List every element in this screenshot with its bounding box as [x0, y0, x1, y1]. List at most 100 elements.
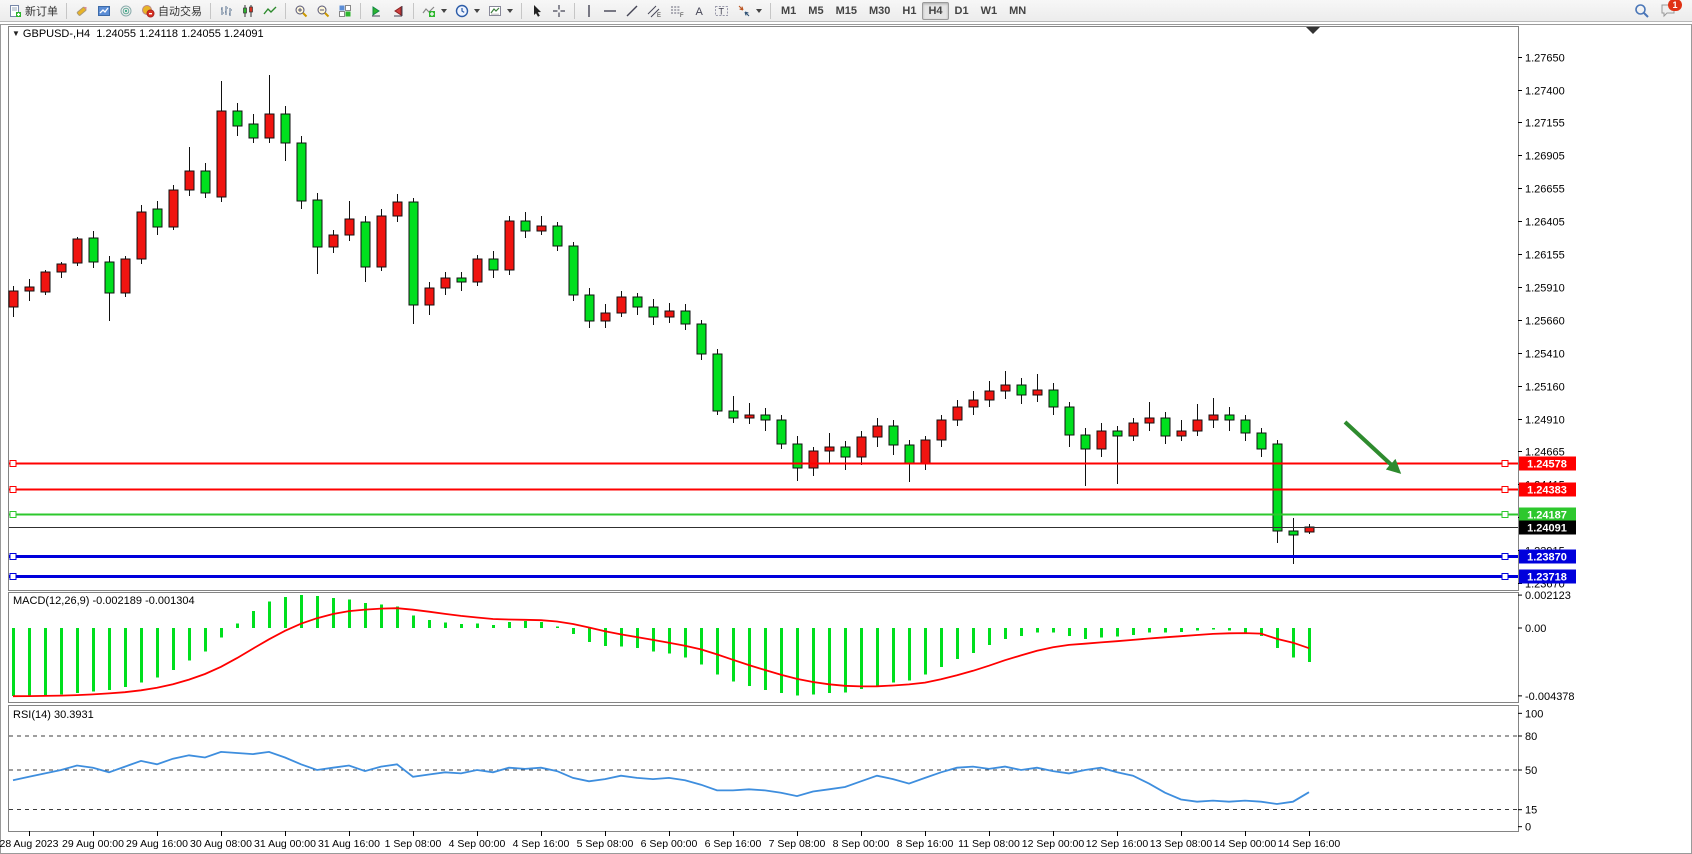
svg-text:1.26405: 1.26405 [1525, 217, 1565, 229]
svg-text:31 Aug 00:00: 31 Aug 00:00 [254, 838, 316, 850]
line-chart-button[interactable] [259, 3, 281, 19]
svg-text:E: E [657, 13, 661, 18]
text-icon: A [696, 6, 704, 18]
channel-icon: E [647, 5, 661, 18]
svg-text:30 Aug 08:00: 30 Aug 08:00 [190, 838, 252, 850]
svg-text:1.27155: 1.27155 [1525, 118, 1565, 130]
toolbar-separator [360, 2, 361, 19]
svg-text:0.002123: 0.002123 [1525, 590, 1571, 602]
svg-text:1 Sep 08:00: 1 Sep 08:00 [385, 838, 442, 850]
indicators-button[interactable] [418, 3, 451, 19]
candlestick-chart-button[interactable] [237, 3, 259, 19]
svg-text:29 Aug 16:00: 29 Aug 16:00 [126, 838, 188, 850]
trendline-icon [626, 5, 638, 16]
svg-text:4 Sep 00:00: 4 Sep 00:00 [449, 838, 506, 850]
auto-trading-button[interactable]: 自动交易 [137, 2, 206, 20]
svg-text:A: A [696, 6, 704, 18]
macd-pane [12, 594, 1522, 698]
arrows-dropdown-caret[interactable] [756, 8, 762, 13]
zoom-out-button[interactable] [312, 3, 334, 19]
trendline-tool-button[interactable] [621, 3, 643, 19]
svg-text:50: 50 [1525, 765, 1537, 777]
timeframe-h4-button[interactable]: H4 [922, 1, 949, 20]
new-order-button[interactable]: 新订单 [4, 2, 62, 20]
timeframe-m1-button[interactable]: M1 [781, 4, 797, 17]
clock-icon [455, 4, 469, 17]
templates-dropdown-caret[interactable] [507, 8, 513, 13]
svg-text:15: 15 [1525, 805, 1537, 817]
auto-scroll-button[interactable] [365, 3, 387, 19]
toolbar-separator [521, 2, 522, 19]
timeframe-h1-button[interactable]: H1 [902, 4, 917, 17]
toolbar-separator [413, 2, 414, 19]
svg-text:1.26655: 1.26655 [1525, 184, 1565, 196]
timeframe-m30-button[interactable]: M30 [868, 4, 891, 17]
chart-shift-marker[interactable] [1306, 27, 1320, 34]
symbol-header-text: GBPUSD-,H4 1.24055 1.24118 1.24055 1.240… [22, 28, 264, 40]
svg-text:8 Sep 00:00: 8 Sep 00:00 [833, 838, 890, 850]
cursor-icon [534, 4, 541, 17]
search-icon[interactable] [1634, 3, 1650, 19]
toolbar-separator [285, 2, 286, 19]
svg-text:1.25410: 1.25410 [1525, 349, 1565, 361]
equidistant-channel-tool-button[interactable]: E [643, 3, 666, 19]
indicators-icon [422, 6, 435, 17]
cursor-tool-button[interactable] [526, 3, 548, 19]
styler-button[interactable] [71, 3, 93, 19]
arrow-annotation[interactable] [1343, 420, 1402, 474]
template-icon [489, 5, 501, 16]
rsi-indicator-label: RSI(14) 30.3931 [13, 709, 94, 721]
svg-text:0.00: 0.00 [1525, 623, 1546, 635]
arrows-icon [738, 5, 750, 16]
horizontal-line-objects[interactable] [9, 456, 1576, 584]
tile-windows-button[interactable] [334, 3, 356, 19]
chart-shift-button[interactable] [387, 3, 409, 19]
auto-scroll-icon [372, 5, 380, 16]
text-label-tool-button[interactable]: T [710, 3, 733, 19]
svg-text:80: 80 [1525, 731, 1537, 743]
svg-text:1.24578: 1.24578 [1527, 459, 1567, 471]
svg-text:1.24665: 1.24665 [1525, 447, 1565, 459]
svg-text:-0.004378: -0.004378 [1525, 691, 1575, 703]
fibonacci-tool-button[interactable]: F [666, 3, 689, 19]
bar-chart-button[interactable] [215, 3, 237, 19]
toolbar-separator [574, 2, 575, 19]
periods-button[interactable] [451, 3, 484, 19]
horizontal-line-tool-button[interactable] [599, 3, 621, 19]
timeframe-mn-button[interactable]: MN [1009, 4, 1027, 17]
arrows-tool-button[interactable] [733, 3, 766, 19]
svg-text:12 Sep 00:00: 12 Sep 00:00 [1022, 838, 1085, 850]
notifications-button[interactable]: 1 [1660, 0, 1682, 19]
timeframe-d1-button[interactable]: D1 [954, 4, 969, 17]
text-tool-button[interactable]: A [689, 3, 710, 19]
candlestick-chart-icon [243, 4, 253, 17]
signal-button[interactable] [115, 3, 137, 19]
crosshair-tool-button[interactable] [548, 3, 570, 19]
notification-badge: 1 [1668, 0, 1682, 11]
chart-shift-icon [394, 5, 403, 16]
macd-indicator-label: MACD(12,26,9) -0.002189 -0.001304 [13, 595, 195, 607]
timeframe-m15-button[interactable]: M15 [835, 4, 857, 17]
auto-trading-label: 自动交易 [158, 5, 202, 18]
market-watch-button[interactable] [93, 3, 115, 19]
vertical-line-tool-button[interactable] [579, 3, 599, 19]
chart-canvas[interactable]: 1.27650 1.27400 1.27155 1.26905 1.26655 1.264… [0, 24, 1692, 854]
templates-button[interactable] [484, 3, 517, 19]
svg-text:5 Sep 08:00: 5 Sep 08:00 [577, 838, 634, 850]
tile-windows-icon [339, 4, 351, 17]
rsi-pane [9, 712, 1522, 828]
svg-text:1.26905: 1.26905 [1525, 151, 1565, 163]
timeframe-w1-button[interactable]: W1 [980, 4, 998, 17]
timeframe-m5-button[interactable]: M5 [808, 4, 824, 17]
symbol-dropdown-icon[interactable]: ▼ [12, 29, 20, 38]
zoom-in-button[interactable] [290, 3, 312, 19]
svg-text:7 Sep 08:00: 7 Sep 08:00 [769, 838, 826, 850]
svg-text:28 Aug 2023: 28 Aug 2023 [0, 838, 59, 850]
toolbar: 新订单 自动交易 [0, 0, 1692, 22]
periods-dropdown-caret[interactable] [474, 8, 480, 13]
vertical-line-icon [588, 4, 590, 17]
symbol-header[interactable]: ▼ GBPUSD-,H4 1.24055 1.24118 1.24055 1.24… [12, 28, 264, 40]
indicators-dropdown-caret[interactable] [441, 8, 447, 13]
svg-text:1.27400: 1.27400 [1525, 86, 1565, 98]
